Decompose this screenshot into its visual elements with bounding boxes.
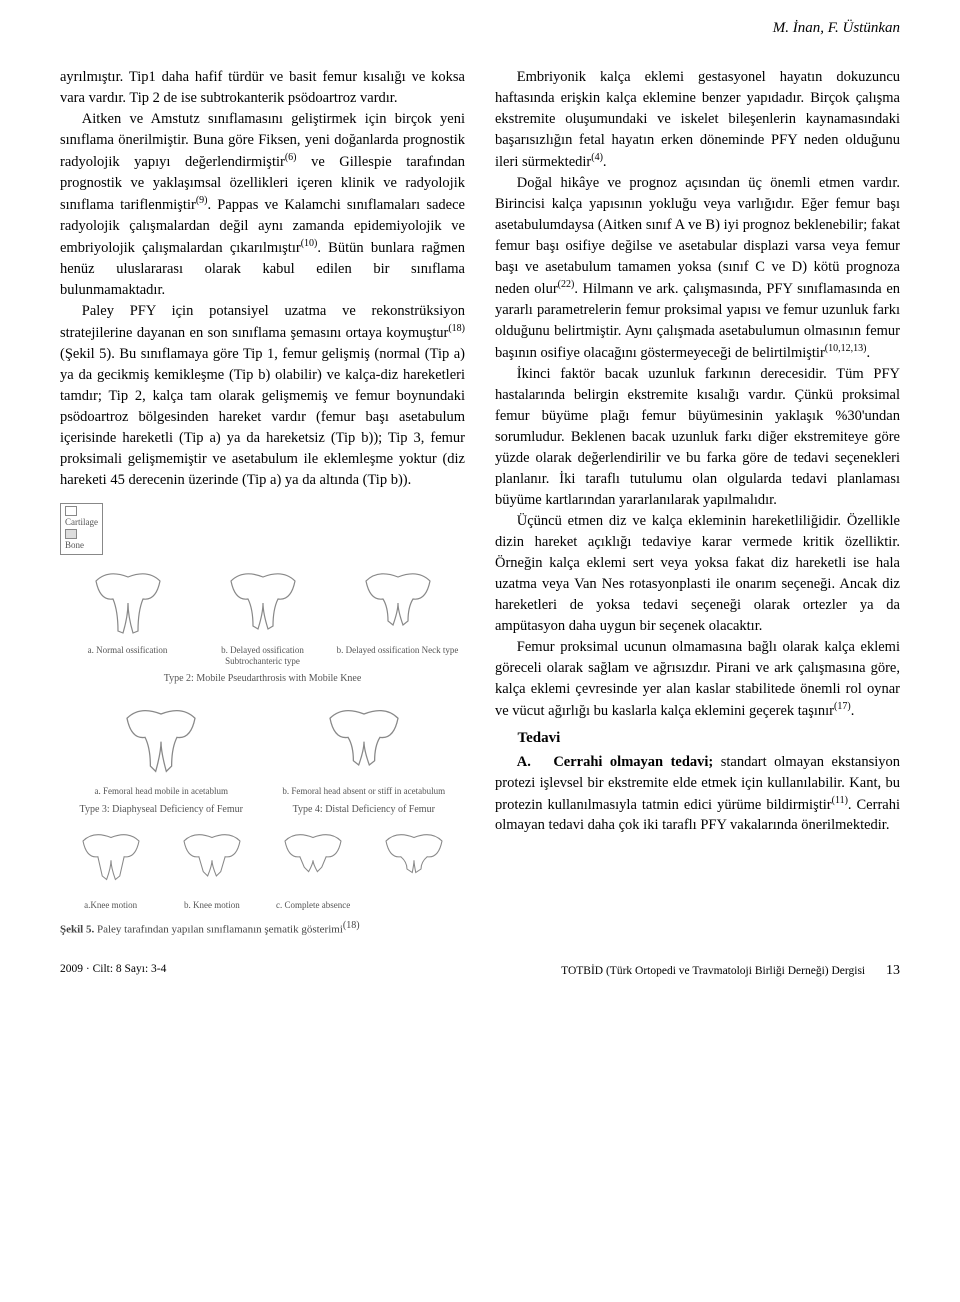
fig-label-1c: b. Delayed ossification Neck type: [330, 645, 465, 656]
fig-label-3a: a.Knee motion: [60, 900, 161, 911]
figure-5-caption-text: Paley tarafından yapılan sınıflamanın şe…: [94, 924, 343, 936]
figure-5-caption-label: Şekil 5.: [60, 924, 94, 936]
pelvis-icon: [177, 821, 247, 896]
footer-page-number: 13: [886, 963, 900, 978]
page-footer: 2009 · Cilt: 8 Sayı: 3-4 TOTBİD (Türk Or…: [60, 957, 900, 979]
fig-item-3c: c. Complete absence: [263, 821, 364, 911]
figure-5-caption-sup: (18): [343, 920, 360, 931]
left-p3a: Paley PFY için potansiyel uzatma ve reko…: [60, 303, 465, 341]
fig-label-3c: c. Complete absence: [263, 900, 364, 911]
legend-bone: Bone: [65, 539, 98, 552]
pelvis-icon: [88, 561, 168, 641]
left-p2-sup3: (10): [301, 238, 318, 249]
two-column-layout: ayrılmıştır. Tip1 daha hafif türdür ve b…: [60, 67, 900, 939]
right-p2-sup1: (22): [558, 279, 575, 290]
tedavi-para-A: A. Cerrahi olmayan tedavi; standart olma…: [495, 752, 900, 837]
right-p2a: Doğal hikâye ve prognoz açısından üç öne…: [495, 175, 900, 297]
fig-item-1a: a. Normal ossification: [60, 561, 195, 667]
fig-label-1b: b. Delayed ossification Subtrochanteric …: [195, 645, 330, 667]
figure-row-1: a. Normal ossification b. Delayed ossifi…: [60, 561, 465, 667]
pelvis-icon: [223, 561, 303, 641]
figure-row-3: a.Knee motion b. Knee motion c. Complete…: [60, 821, 465, 911]
fig-row1-title: Type 2: Mobile Pseudarthrosis with Mobil…: [60, 672, 465, 687]
fig-item-2a: a. Femoral head mobile in acetablum: [60, 697, 263, 797]
pelvis-icon: [278, 821, 348, 896]
right-p2c: .: [866, 345, 870, 361]
legend-cartilage: Cartilage: [65, 516, 98, 529]
fig-label-3b: b. Knee motion: [161, 900, 262, 911]
right-p5: Femur proksimal ucunun olmamasına bağlı …: [495, 637, 900, 722]
fig-item-3a: a.Knee motion: [60, 821, 161, 911]
fig-item-1c: b. Delayed ossification Neck type: [330, 561, 465, 667]
tedavi-A-bold: Cerrahi olmayan tedavi;: [553, 754, 713, 770]
right-p1: Embriyonik kalça eklemi gestasyonel haya…: [495, 67, 900, 173]
pelvis-icon: [319, 697, 409, 782]
left-p3b: (Şekil 5). Bu sınıflamaya göre Tip 1, fe…: [60, 346, 465, 488]
left-column: ayrılmıştır. Tip1 daha hafif türdür ve b…: [60, 67, 465, 939]
figure-row-2: a. Femoral head mobile in acetablum b. F…: [60, 697, 465, 797]
fig-row3-title-right: Type 4: Distal Deficiency of Femur: [263, 803, 466, 818]
right-column: Embriyonik kalça eklemi gestasyonel haya…: [495, 67, 900, 939]
fig-item-3d: [364, 821, 465, 911]
right-p1a: Embriyonik kalça eklemi gestasyonel haya…: [495, 69, 900, 170]
tedavi-A-sup: (11): [832, 795, 848, 806]
footer-journal: TOTBİD (Türk Ortopedi ve Travmatoloji Bi…: [561, 965, 865, 977]
pelvis-icon: [76, 821, 146, 896]
fig-row3-title-left: Type 3: Diaphyseal Deficiency of Femur: [60, 803, 263, 818]
pelvis-icon: [358, 561, 438, 641]
fig-item-2b: b. Femoral head absent or stiff in aceta…: [263, 697, 466, 797]
figure-legend: Cartilage Bone: [60, 503, 103, 555]
right-p4: Üçüncü etmen diz ve kalça ekleminin hare…: [495, 511, 900, 637]
right-p1-sup1: (4): [591, 152, 603, 163]
footer-left: 2009 · Cilt: 8 Sayı: 3-4: [60, 963, 166, 979]
figure-5-caption: Şekil 5. Paley tarafından yapılan sınıfl…: [60, 919, 465, 939]
fig-label-2a: a. Femoral head mobile in acetablum: [60, 786, 263, 797]
figure-row3-titles: Type 3: Diaphyseal Deficiency of Femur T…: [60, 803, 465, 818]
header-authors: M. İnan, F. Üstünkan: [60, 20, 900, 37]
fig-item-3b: b. Knee motion: [161, 821, 262, 911]
right-p5-sup1: (17): [834, 701, 851, 712]
fig-item-1b: b. Delayed ossification Subtrochanteric …: [195, 561, 330, 667]
pelvis-icon: [116, 697, 206, 782]
left-p2-sup2: (9): [196, 195, 208, 206]
fig-label-1a: a. Normal ossification: [60, 645, 195, 656]
right-p1b: .: [603, 154, 607, 170]
right-p2: Doğal hikâye ve prognoz açısından üç öne…: [495, 173, 900, 364]
left-p2-sup1: (6): [285, 152, 297, 163]
left-p1: ayrılmıştır. Tip1 daha hafif türdür ve b…: [60, 67, 465, 109]
left-p2: Aitken ve Amstutz sınıflamasını geliştir…: [60, 109, 465, 301]
fig-label-2b: b. Femoral head absent or stiff in aceta…: [263, 786, 466, 797]
page: M. İnan, F. Üstünkan ayrılmıştır. Tip1 d…: [0, 0, 960, 989]
tedavi-A-label: A.: [517, 754, 531, 770]
left-p3-sup1: (18): [448, 323, 465, 334]
footer-right: TOTBİD (Türk Ortopedi ve Travmatoloji Bi…: [561, 963, 900, 979]
right-p2-sup2: (10,12,13): [825, 343, 867, 354]
left-p3: Paley PFY için potansiyel uzatma ve reko…: [60, 301, 465, 491]
figure-5: Cartilage Bone a. Normal ossification: [60, 503, 465, 939]
pelvis-icon: [379, 821, 449, 896]
right-p5b: .: [851, 703, 855, 719]
right-p3: İkinci faktör bacak uzunluk farkının der…: [495, 364, 900, 511]
tedavi-heading: Tedavi: [495, 728, 900, 750]
